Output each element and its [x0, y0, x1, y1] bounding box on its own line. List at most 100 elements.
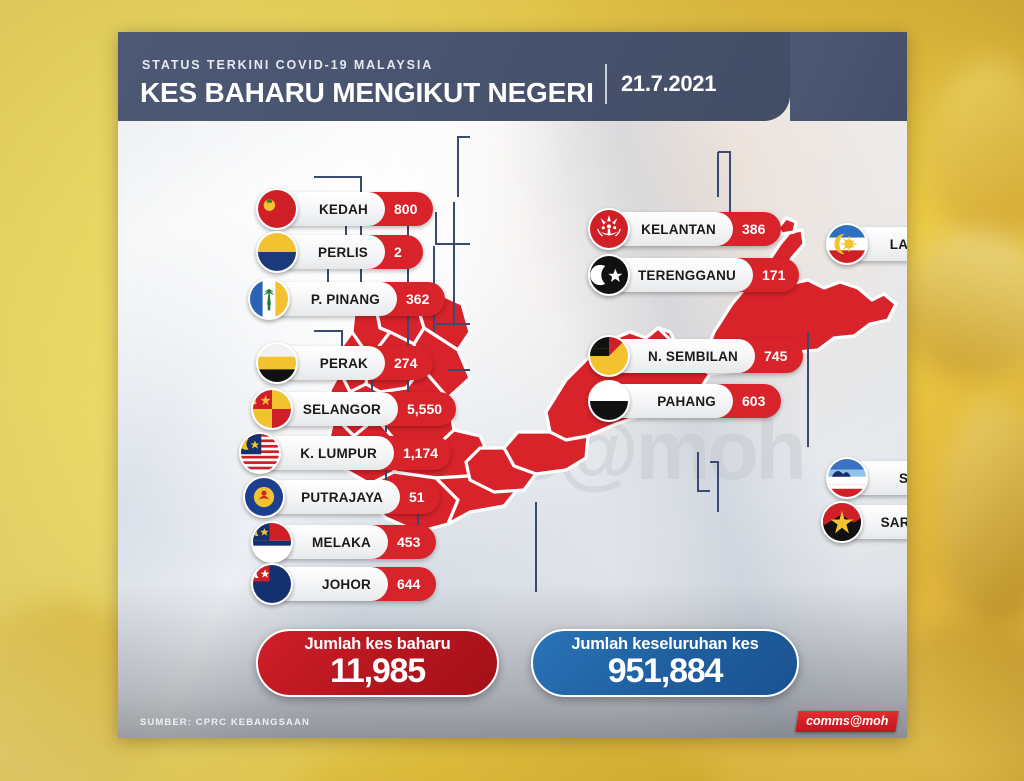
header-strip — [790, 32, 907, 121]
state-pill-sarawak[interactable]: SARAWAK261 — [821, 501, 907, 543]
state-name: SELANGOR — [302, 401, 381, 417]
state-pill-putrajaya[interactable]: PUTRAJAYA 51 — [243, 476, 440, 518]
state-name: N. SEMBILAN — [648, 348, 738, 364]
state-case-count: 274 — [394, 355, 418, 371]
state-name-plate: PUTRAJAYA — [264, 480, 400, 514]
state-pill-body: PUTRAJAYA 51 — [264, 480, 440, 514]
state-pill-kelantan[interactable]: KELANTAN 386 — [588, 208, 781, 250]
perlis-flag-icon — [256, 231, 298, 273]
state-name: JOHOR — [321, 576, 371, 592]
state-name-plate: P. PINANG — [269, 282, 397, 316]
background-petal — [940, 400, 1024, 630]
terengganu-flag-icon — [588, 254, 630, 296]
card-bottom-shade — [118, 32, 907, 738]
state-pill-johor[interactable]: JOHOR 644 — [251, 563, 436, 605]
state-name: K. LUMPUR — [300, 445, 377, 461]
state-name: MELAKA — [312, 534, 371, 550]
background-petal — [900, 230, 1024, 380]
state-pill-body: N. SEMBILAN 745 — [609, 339, 803, 373]
total-new-cases-card: Jumlah kes baharu 11,985 — [256, 629, 499, 697]
state-name-plate: TERENGGANU — [609, 258, 753, 292]
negerisembilan-flag-icon — [588, 335, 630, 377]
state-pill-body: P. PINANG 362 — [269, 282, 445, 316]
state-name-plate: SELANGOR — [272, 392, 398, 426]
comms-badge-label: comms@moh — [806, 714, 889, 728]
state-name: P. PINANG — [310, 291, 380, 307]
state-pill-labuan[interactable]: LABUAN35 — [826, 223, 907, 265]
header-date: 21.7.2021 — [621, 71, 717, 96]
state-name: PUTRAJAYA — [301, 489, 383, 505]
state-pill-k-lumpur[interactable]: K. LUMPUR 1,174 — [239, 432, 452, 474]
state-pill-body: KEDAH 800 — [277, 192, 433, 226]
background-petal — [930, 60, 1024, 250]
state-name: KELANTAN — [641, 221, 716, 237]
header-divider — [605, 64, 607, 104]
state-pill-body: MELAKA 453 — [272, 525, 436, 559]
state-case-count: 386 — [742, 221, 766, 237]
state-case-count: 362 — [406, 291, 430, 307]
state-pill-melaka[interactable]: MELAKA 453 — [251, 521, 436, 563]
state-name: PERAK — [319, 355, 368, 371]
state-name: TERENGGANU — [637, 267, 736, 283]
state-case-count: 603 — [742, 393, 766, 409]
total-cumulative-cases-label: Jumlah keseluruhan kes — [571, 635, 759, 654]
state-case-count: 51 — [409, 489, 425, 505]
state-pill-kedah[interactable]: KEDAH 800 — [256, 188, 433, 230]
state-name-plate: N. SEMBILAN — [609, 339, 755, 373]
state-pill-body: K. LUMPUR 1,174 — [260, 436, 452, 470]
state-pill-body: KELANTAN 386 — [609, 212, 781, 246]
state-name: KEDAH — [318, 201, 368, 217]
header-bar: STATUS TERKINI COVID-19 MALAYSIA KES BAH… — [118, 32, 790, 121]
putrajaya-flag-icon — [243, 476, 285, 518]
page-title: KES BAHARU MENGIKUT NEGERI — [140, 77, 594, 108]
state-pill-selangor[interactable]: SELANGOR 5,550 — [251, 388, 456, 430]
state-pill-sabah[interactable]: SABAH474 — [826, 457, 907, 499]
perak-flag-icon — [256, 342, 298, 384]
state-name-plate: K. LUMPUR — [260, 436, 394, 470]
source-label: SUMBER: CPRC KEBANGSAAN — [140, 717, 310, 728]
card-photo-highlights — [118, 32, 907, 738]
penang-flag-icon — [248, 278, 290, 320]
state-pill-p-pinang[interactable]: P. PINANG 362 — [248, 278, 445, 320]
state-case-count: 171 — [762, 267, 786, 283]
total-new-cases-value: 11,985 — [330, 651, 426, 690]
state-pill-body: TERENGGANU 171 — [609, 258, 799, 292]
comms-badge: comms@moh — [795, 711, 900, 732]
connector-lines — [300, 136, 809, 592]
kelantan-flag-icon — [588, 208, 630, 250]
sarawak-flag-icon — [821, 501, 863, 543]
state-pill-perak[interactable]: PERAK 274 — [256, 342, 433, 384]
state-pill-body: SELANGOR 5,550 — [272, 392, 456, 426]
pahang-flag-icon — [588, 380, 630, 422]
kedah-flag-icon — [256, 188, 298, 230]
state-case-count: 453 — [397, 534, 421, 550]
state-pill-pahang[interactable]: PAHANG 603 — [588, 380, 781, 422]
state-pill-perlis[interactable]: PERLIS 2 — [256, 231, 423, 273]
total-new-cases-label: Jumlah kes baharu — [304, 635, 451, 654]
johor-flag-icon — [251, 563, 293, 605]
state-name-plate: PAHANG — [609, 384, 733, 418]
state-name: LABUAN — [889, 236, 907, 252]
state-pill-terengganu[interactable]: TERENGGANU 171 — [588, 254, 799, 296]
melaka-flag-icon — [251, 521, 293, 563]
infographic-card: s@moh — [118, 32, 907, 738]
state-case-count: 745 — [764, 348, 788, 364]
state-name: PAHANG — [657, 393, 716, 409]
state-pill-body: PERAK 274 — [277, 346, 433, 380]
state-case-count: 1,174 — [403, 445, 439, 461]
state-name: SABAH — [898, 470, 907, 486]
state-case-count: 2 — [394, 244, 402, 260]
state-case-count: 644 — [397, 576, 421, 592]
total-cumulative-cases-value: 951,884 — [607, 651, 724, 690]
state-pill-body: PERLIS 2 — [277, 235, 423, 269]
header-kicker: STATUS TERKINI COVID-19 MALAYSIA — [142, 58, 434, 72]
state-pill-n-sembilan[interactable]: N. SEMBILAN 745 — [588, 335, 803, 377]
state-name: PERLIS — [318, 244, 368, 260]
state-case-count: 5,550 — [407, 401, 443, 417]
kualalumpur-flag-icon — [239, 432, 281, 474]
state-pill-body: JOHOR 644 — [272, 567, 436, 601]
sabah-flag-icon — [826, 457, 868, 499]
state-case-count: 800 — [394, 201, 418, 217]
selangor-flag-icon — [251, 388, 293, 430]
state-pill-body: PAHANG 603 — [609, 384, 781, 418]
